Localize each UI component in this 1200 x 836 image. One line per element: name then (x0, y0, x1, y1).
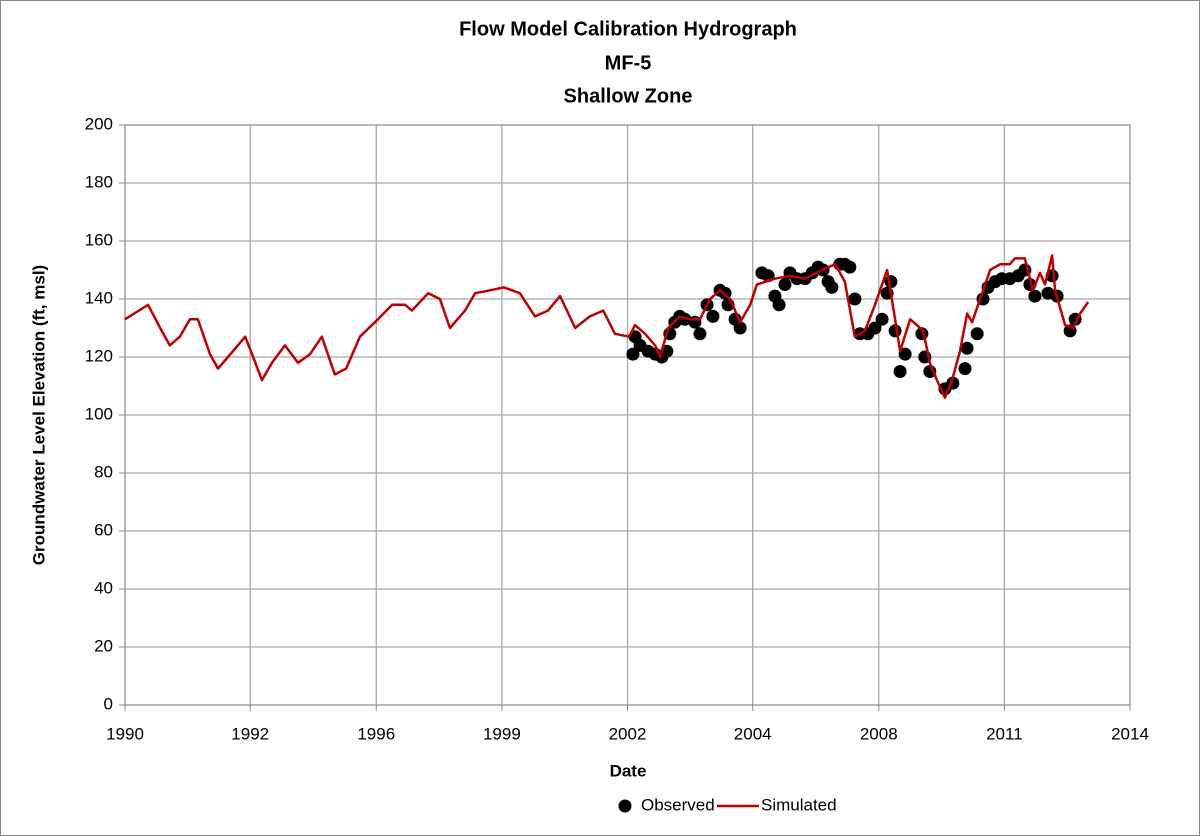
y-tick-label: 120 (85, 346, 113, 365)
x-tick-label: 2014 (1111, 724, 1149, 743)
data-point (868, 321, 882, 335)
legend-swatch (618, 799, 632, 813)
y-tick-label: 100 (85, 404, 113, 423)
y-tick-label: 60 (94, 520, 113, 539)
x-tick-label: 1992 (231, 724, 269, 743)
x-tick-label: 2008 (860, 724, 898, 743)
x-tick-label: 1996 (357, 724, 395, 743)
x-tick-label: 2011 (986, 724, 1023, 743)
y-tick-label: 160 (85, 230, 113, 249)
y-tick-label: 200 (85, 114, 113, 133)
series-line (124, 254, 1090, 399)
data-point (970, 327, 984, 341)
x-tick-label: 2004 (734, 724, 772, 743)
data-point (843, 260, 857, 274)
plot-area (124, 124, 1131, 706)
data-point (772, 298, 786, 312)
x-axis-label: Date (610, 761, 647, 780)
chart-subtitle: MF-5 (605, 52, 652, 74)
y-axis-label: Groundwater Level Elevation (ft, msl) (29, 265, 48, 565)
legend-label: Simulated (761, 795, 837, 814)
y-tick-label: 40 (94, 578, 113, 597)
y-tick-label: 0 (104, 694, 113, 713)
data-point (893, 365, 907, 378)
data-point (848, 292, 862, 306)
data-point (693, 327, 707, 341)
data-point (898, 347, 912, 361)
y-tick-label: 180 (85, 172, 113, 191)
data-point (1028, 289, 1042, 303)
x-tick-label: 1999 (483, 724, 521, 743)
y-tick-label: 140 (85, 288, 113, 307)
chart-title: Flow Model Calibration Hydrograph (459, 18, 797, 40)
legend-label: Observed (641, 795, 715, 814)
x-tick-label: 1990 (106, 724, 144, 743)
data-point (825, 280, 839, 294)
data-point (875, 312, 889, 326)
data-point (958, 362, 972, 376)
y-tick-label: 80 (94, 462, 113, 481)
chart-subtitle: Shallow Zone (564, 85, 693, 107)
y-tick-label: 20 (94, 636, 113, 655)
data-point (733, 321, 747, 335)
data-point (706, 309, 720, 323)
x-tick-label: 2002 (609, 724, 647, 743)
data-point (960, 341, 974, 355)
data-point (626, 347, 640, 361)
data-point (778, 278, 792, 291)
